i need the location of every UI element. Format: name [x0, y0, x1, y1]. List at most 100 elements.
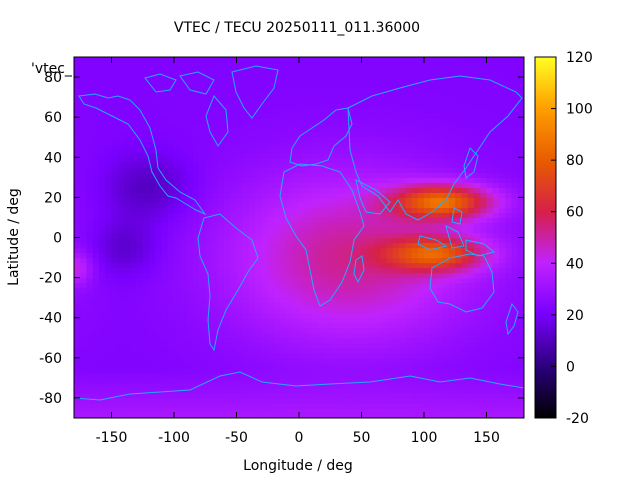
heatmap-cell: [436, 212, 444, 219]
heatmap-cell: [286, 167, 294, 173]
heatmap-cell: [124, 267, 131, 274]
heatmap-cell: [180, 292, 188, 299]
heatmap-cell: [486, 222, 494, 229]
heatmap-cell: [392, 387, 400, 394]
heatmap-cell: [161, 167, 169, 173]
heatmap-cell: [355, 117, 363, 123]
heatmap-cell: [430, 242, 438, 249]
heatmap-cell: [80, 57, 88, 63]
heatmap-cell: [467, 227, 475, 234]
heatmap-cell: [286, 77, 294, 83]
heatmap-cell: [136, 72, 144, 78]
heatmap-cell: [399, 317, 406, 324]
heatmap-cell: [405, 337, 413, 344]
heatmap-cell: [180, 242, 188, 249]
heatmap-cell: [92, 237, 100, 244]
heatmap-cell: [92, 352, 100, 359]
heatmap-cell: [380, 237, 388, 244]
heatmap-cell: [386, 107, 394, 113]
heatmap-cell: [467, 107, 475, 113]
heatmap-cell: [492, 227, 500, 234]
heatmap-cell: [180, 382, 188, 389]
heatmap-cell: [336, 302, 344, 309]
heatmap-cell: [136, 232, 144, 239]
heatmap-cell: [205, 402, 213, 409]
heatmap-cell: [436, 127, 444, 133]
heatmap-cell: [255, 287, 263, 294]
heatmap-cell: [311, 372, 319, 379]
heatmap-cell: [130, 67, 138, 73]
heatmap-cell: [386, 187, 394, 193]
heatmap-cell: [224, 172, 231, 178]
heatmap-cell: [305, 412, 313, 418]
heatmap-cell: [455, 257, 463, 264]
heatmap-cell: [317, 407, 325, 414]
heatmap-cell: [449, 312, 456, 319]
heatmap-cell: [311, 327, 319, 334]
heatmap-cell: [180, 97, 188, 103]
heatmap-cell: [124, 342, 131, 349]
heatmap-cell: [74, 252, 81, 259]
heatmap-cell: [355, 167, 363, 173]
heatmap-cell: [461, 242, 469, 249]
heatmap-cell: [167, 402, 175, 409]
heatmap-cell: [436, 62, 444, 68]
heatmap-cell: [224, 322, 231, 329]
heatmap-cell: [286, 112, 294, 118]
heatmap-cell: [492, 342, 500, 349]
heatmap-cell: [180, 237, 188, 244]
heatmap-cell: [499, 257, 506, 264]
heatmap-cell: [236, 112, 244, 118]
heatmap-cell: [499, 207, 506, 214]
heatmap-cell: [117, 352, 125, 359]
heatmap-cell: [317, 327, 325, 334]
heatmap-cell: [386, 342, 394, 349]
heatmap-cell: [217, 82, 225, 88]
heatmap-cell: [130, 367, 138, 374]
heatmap-cell: [267, 392, 275, 399]
heatmap-cell: [180, 112, 188, 118]
heatmap-cell: [174, 127, 181, 133]
heatmap-cell: [499, 157, 506, 163]
heatmap-cell: [236, 342, 244, 349]
heatmap-cell: [424, 332, 431, 339]
heatmap-cell: [280, 282, 288, 289]
heatmap-cell: [411, 387, 419, 394]
heatmap-cell: [86, 392, 94, 399]
heatmap-cell: [249, 142, 256, 148]
heatmap-cell: [292, 407, 300, 414]
heatmap-cell: [311, 397, 319, 404]
heatmap-cell: [230, 187, 238, 193]
heatmap-cell: [311, 157, 319, 163]
heatmap-cell: [386, 397, 394, 404]
heatmap-cell: [380, 292, 388, 299]
heatmap-cell: [130, 187, 138, 193]
heatmap-cell: [267, 182, 275, 188]
heatmap-cell: [280, 222, 288, 229]
heatmap-cell: [467, 337, 475, 344]
heatmap-cell: [124, 292, 131, 299]
heatmap-cell: [211, 312, 219, 319]
heatmap-cell: [411, 82, 419, 88]
heatmap-cell: [499, 152, 506, 158]
heatmap-cell: [461, 127, 469, 133]
heatmap-cell: [317, 102, 325, 108]
heatmap-cell: [317, 402, 325, 409]
heatmap-cell: [411, 102, 419, 108]
heatmap-cell: [492, 282, 500, 289]
heatmap-cell: [411, 327, 419, 334]
heatmap-cell: [317, 307, 325, 314]
heatmap-cell: [86, 127, 94, 133]
heatmap-cell: [192, 102, 200, 108]
heatmap-cell: [199, 62, 206, 68]
heatmap-cell: [442, 227, 450, 234]
heatmap-cell: [305, 302, 313, 309]
heatmap-cell: [299, 62, 306, 68]
heatmap-cell: [367, 377, 375, 384]
heatmap-cell: [317, 362, 325, 369]
heatmap-cell: [386, 162, 394, 168]
heatmap-cell: [242, 102, 250, 108]
heatmap-cell: [80, 157, 88, 163]
heatmap-cell: [80, 257, 88, 264]
heatmap-cell: [499, 367, 506, 374]
